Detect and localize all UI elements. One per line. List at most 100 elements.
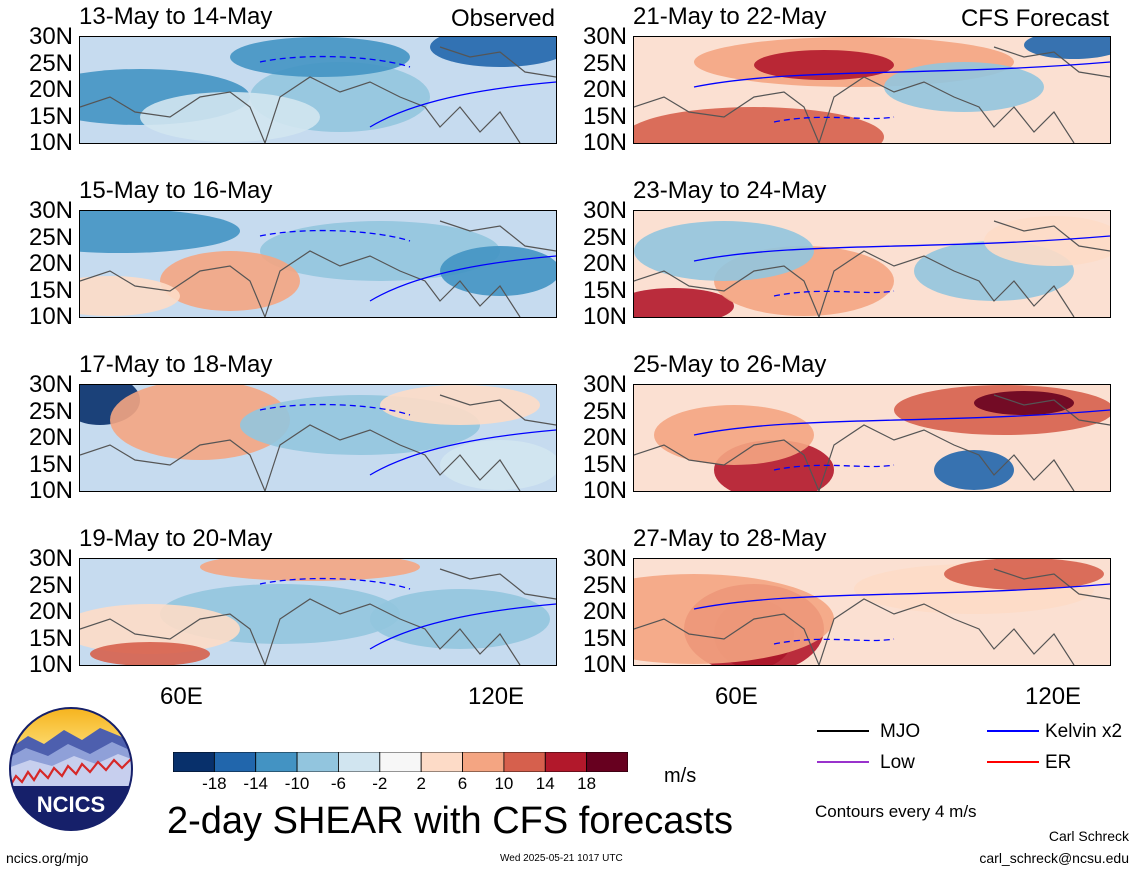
kelvin-contour-negative xyxy=(259,229,411,242)
panel-title: 19-May to 20-May xyxy=(79,525,273,552)
y-tick-label: 30N xyxy=(28,545,73,572)
y-tick-label: 15N xyxy=(582,102,627,130)
coastline xyxy=(80,220,556,317)
kelvin-contour-negative xyxy=(259,55,411,68)
colorbar-swatch xyxy=(462,751,505,773)
wave-legend xyxy=(815,718,1135,778)
colorbar-swatch xyxy=(213,751,257,773)
y-tick-label: 25N xyxy=(28,571,73,599)
shear-map-panel xyxy=(633,36,1111,144)
panel-title: 27-May to 28-May xyxy=(633,525,827,552)
shear-anomaly-shade xyxy=(884,62,1044,112)
colorbar-swatch xyxy=(172,751,215,773)
panel-title: 17-May to 18-May xyxy=(79,351,273,378)
kelvin-contour xyxy=(369,429,556,476)
y-tick-label: 15N xyxy=(28,102,73,130)
kelvin-contour-negative xyxy=(259,577,411,590)
shear-anomaly-shade xyxy=(430,37,556,67)
ncics-logo: NCICS xyxy=(8,706,134,832)
coastline xyxy=(80,394,556,491)
kelvin-contour xyxy=(693,409,1110,436)
y-tick-label: 20N xyxy=(582,250,627,277)
legend-label-mjo: MJO xyxy=(880,721,921,742)
colorbar-swatch xyxy=(338,751,381,773)
y-tick-label: 20N xyxy=(582,424,627,451)
shear-anomaly-shade xyxy=(140,92,320,142)
y-tick-label: 10N xyxy=(28,477,73,504)
y-tick-label: 15N xyxy=(582,276,627,304)
x-tick-label: 120E xyxy=(468,683,525,710)
colorbar xyxy=(172,751,629,777)
y-tick-label: 15N xyxy=(28,624,73,652)
y-tick-label: 20N xyxy=(28,424,73,451)
y-tick-label: 10N xyxy=(28,129,73,156)
footer-email[interactable]: carl_schreck@ncsu.edu xyxy=(979,850,1129,866)
y-tick-label: 10N xyxy=(28,303,73,330)
footer-url[interactable]: ncics.org/mjo xyxy=(6,850,89,866)
shear-anomaly-shade xyxy=(440,440,556,490)
colorbar-swatch xyxy=(255,751,298,773)
shear-anomaly-shade xyxy=(80,276,180,316)
shear-anomaly-shade xyxy=(634,574,834,664)
y-tick-label: 15N xyxy=(582,624,627,652)
shear-anomaly-shade xyxy=(80,604,240,654)
colorbar-tick-label: -2 xyxy=(372,774,388,793)
kelvin-contour xyxy=(693,61,1110,88)
colorbar-tick-label: 14 xyxy=(535,774,555,793)
coastline xyxy=(80,46,556,143)
ncics-logo-graphic: NCICS xyxy=(9,707,133,831)
y-tick-label: 30N xyxy=(28,371,73,398)
panel-title: 13-May to 14-May xyxy=(79,3,273,30)
colorbar-swatch xyxy=(503,751,546,773)
shear-map-panel xyxy=(79,384,557,492)
x-tick-label: 60E xyxy=(160,683,203,710)
y-tick-label: 10N xyxy=(28,651,73,678)
y-tick-label: 10N xyxy=(582,129,627,156)
y-tick-label: 30N xyxy=(28,23,73,50)
shear-anomaly-shade xyxy=(370,589,550,649)
colorbar-tick-label: 6 xyxy=(457,774,468,793)
shear-map-panel xyxy=(633,558,1111,666)
kelvin-contour xyxy=(693,235,1110,262)
shear-anomaly-shade xyxy=(90,642,210,665)
shear-anomaly-shade xyxy=(944,559,1104,590)
coastline xyxy=(80,568,556,665)
shear-map-panel xyxy=(79,210,557,318)
y-tick-label: 10N xyxy=(582,651,627,678)
shear-anomaly-shade xyxy=(974,391,1074,415)
y-tick-label: 15N xyxy=(28,276,73,304)
colorbar-tick-label: -18 xyxy=(202,774,227,793)
panel-source-tag: Observed xyxy=(450,5,555,32)
footer-timestamp: Wed 2025-05-21 1017 UTC xyxy=(500,853,623,864)
colorbar-tick-label: -14 xyxy=(243,774,268,793)
shear-map xyxy=(634,37,1110,143)
shear-map xyxy=(634,385,1110,491)
y-tick-label: 20N xyxy=(582,76,627,103)
y-tick-label: 25N xyxy=(28,223,73,251)
panel-title: 23-May to 24-May xyxy=(633,177,827,204)
y-tick-label: 10N xyxy=(582,303,627,330)
contours-note: Contours every 4 m/s xyxy=(815,802,977,821)
y-tick-label: 15N xyxy=(28,450,73,478)
panel-source-tag: CFS Forecast xyxy=(960,5,1109,32)
y-tick-label: 20N xyxy=(582,598,627,625)
y-tick-label: 30N xyxy=(582,371,627,398)
kelvin-contour-negative xyxy=(259,403,411,416)
panel-title: 15-May to 16-May xyxy=(79,177,273,204)
shear-anomaly-shade xyxy=(754,50,894,80)
colorbar-swatch xyxy=(379,751,422,773)
colorbar-tick-label: 10 xyxy=(494,774,514,793)
kelvin-contour xyxy=(369,81,556,128)
shear-map-panel xyxy=(633,384,1111,492)
y-tick-label: 15N xyxy=(582,450,627,478)
y-tick-label: 20N xyxy=(28,598,73,625)
y-tick-label: 25N xyxy=(582,397,627,425)
colorbar-swatch xyxy=(544,751,588,773)
shear-anomaly-shade xyxy=(110,385,290,460)
shear-anomaly-shade xyxy=(260,221,500,281)
colorbar-swatch xyxy=(586,751,629,773)
legend-label-er: ER xyxy=(1045,752,1072,773)
colorbar-swatch xyxy=(296,751,339,773)
shear-anomaly-shade xyxy=(634,221,814,281)
shear-anomaly-shade xyxy=(654,405,814,465)
